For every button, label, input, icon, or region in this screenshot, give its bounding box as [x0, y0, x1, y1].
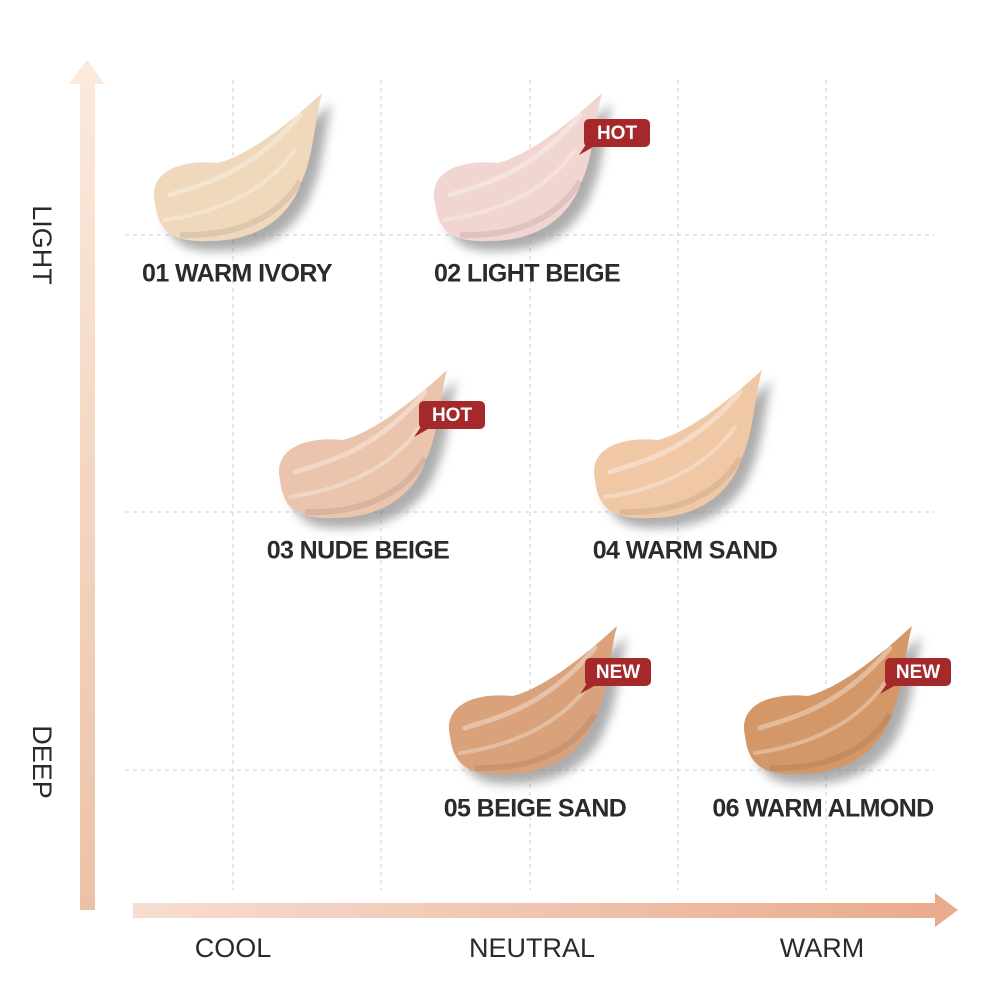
arrow-head [935, 893, 958, 927]
shade [593, 370, 772, 529]
swatch-highlight [288, 425, 422, 499]
shade-label: 02 LIGHT BEIGE [434, 260, 620, 288]
shade-label: 03 NUDE BEIGE [267, 537, 450, 565]
shade [153, 93, 332, 252]
axis-label: COOL [195, 933, 272, 963]
swatch [448, 626, 617, 775]
swatch-highlight [443, 148, 577, 222]
swatch-shade [769, 712, 893, 772]
badge: HOT [414, 401, 485, 437]
arrow-shaft [80, 82, 95, 910]
swatch-highlight [607, 389, 743, 475]
swatch-highlight [753, 681, 887, 755]
badge-box [419, 401, 485, 429]
horizontal-arrow [133, 893, 958, 927]
shade [448, 626, 627, 785]
swatch-highlight [603, 425, 737, 499]
badge-text: NEW [596, 662, 640, 683]
swatch [593, 370, 762, 519]
shade [278, 370, 457, 529]
badge-tail [880, 682, 894, 694]
swatch-highlight [757, 645, 893, 731]
swatch-shade [619, 456, 743, 516]
swatch-highlight [458, 681, 592, 755]
vertical-arrow [69, 60, 105, 910]
swatch-shade [304, 456, 428, 516]
swatch [743, 626, 912, 775]
shade [433, 93, 612, 252]
swatch-shade [179, 179, 303, 239]
arrow-shaft [133, 903, 938, 918]
shade-label: 05 BEIGE SAND [444, 795, 627, 823]
swatch [278, 370, 447, 519]
swatch-shade [474, 712, 598, 772]
axis-label: WARM [780, 933, 864, 963]
swatch-highlight [167, 112, 303, 198]
badge-text: HOT [432, 405, 473, 426]
swatch-highlight [292, 389, 428, 475]
badge: NEW [880, 658, 951, 694]
badge-tail [414, 425, 428, 437]
arrow-head [69, 60, 105, 84]
axis-label: NEUTRAL [469, 933, 595, 963]
shades: 01 WARM IVORY 02 LIGHT BEIGE HOT 03 NUDE BE… [142, 93, 951, 823]
swatch [433, 93, 602, 242]
badge-tail [579, 143, 593, 155]
swatch-shade [459, 179, 583, 239]
axis-label-top: LIGHT [27, 205, 57, 285]
axis-label-bottom: DEEP [27, 725, 57, 799]
badge-box [585, 658, 651, 686]
shade-label: 04 WARM SAND [593, 537, 778, 565]
shade-label: 06 WARM ALMOND [712, 795, 933, 823]
badge: NEW [580, 658, 651, 694]
swatch-highlight [447, 112, 583, 198]
badge: HOT [579, 119, 650, 155]
badge-tail [580, 682, 594, 694]
badge-box [584, 119, 650, 147]
badge-text: NEW [896, 662, 940, 683]
swatch-highlight [462, 645, 598, 731]
badge-text: HOT [597, 123, 638, 144]
badge-box [885, 658, 951, 686]
shade-label: 01 WARM IVORY [142, 260, 333, 288]
swatch [153, 93, 322, 242]
shade [743, 626, 922, 785]
swatch-highlight [163, 148, 297, 222]
